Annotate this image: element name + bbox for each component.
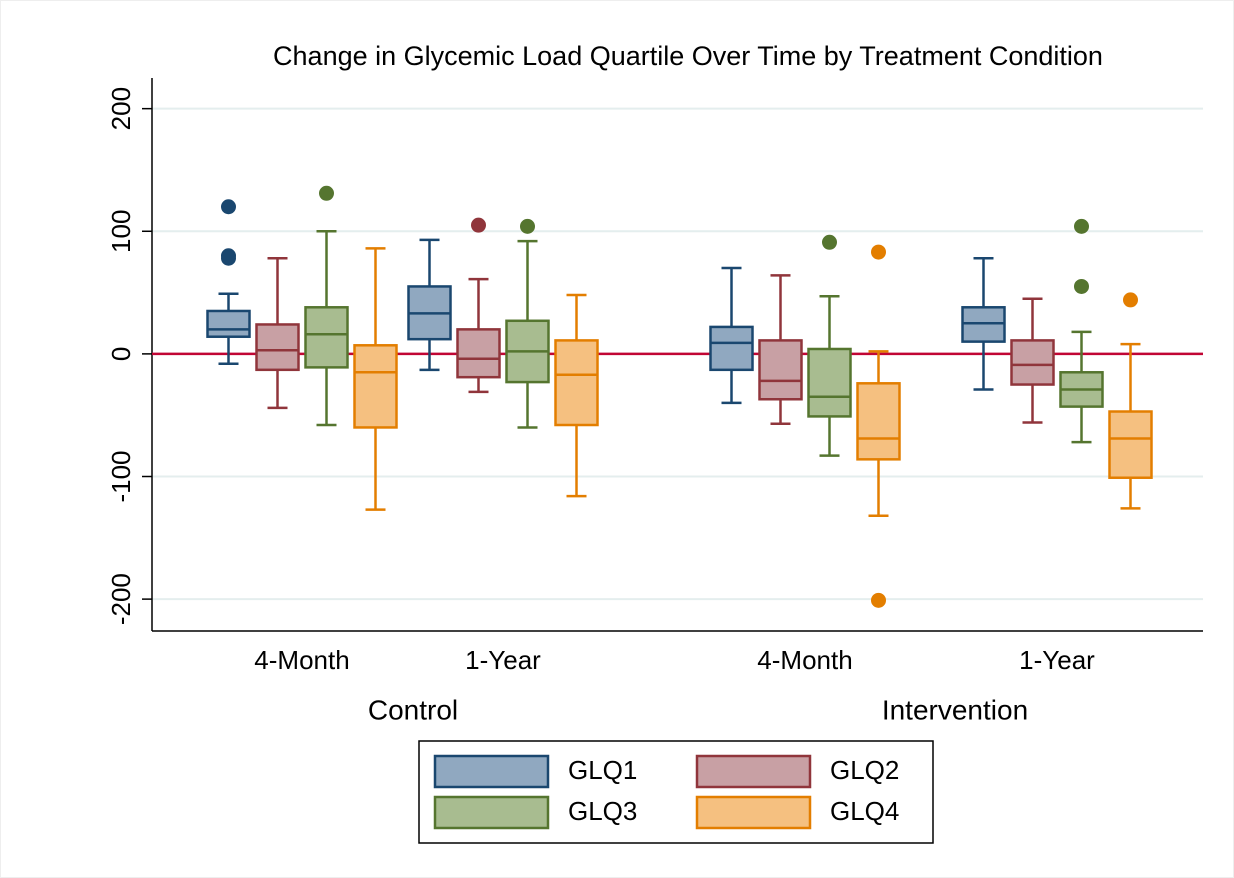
outlier [520,218,535,234]
box [206,309,251,338]
legend-label: GLQ4 [830,796,899,826]
outlier [871,592,886,608]
outlier [1074,218,1089,234]
outlier [1123,292,1138,308]
x-tick-label: 4-Month [254,645,349,675]
box [304,306,349,369]
box [255,323,300,372]
legend-label: GLQ3 [568,796,637,826]
box [758,339,803,401]
outlier [221,199,236,215]
outlier [822,234,837,250]
y-tick-label: 0 [106,347,136,361]
x-tick-label: 4-Month [757,645,852,675]
box [856,382,901,461]
box [807,347,852,418]
box [554,339,599,427]
chart-title: Change in Glycemic Load Quartile Over Ti… [273,41,1103,71]
outlier [871,244,886,260]
outlier [471,217,486,233]
box [1108,410,1153,479]
x-tick-label: 1-Year [1019,645,1095,675]
outlier [319,185,334,201]
box [456,328,501,379]
y-tick-label: -100 [106,450,136,502]
y-tick-label: 100 [106,210,136,253]
outlier [221,250,236,266]
legend-swatch [433,754,550,789]
legend-swatch [433,795,550,830]
legend-label: GLQ1 [568,755,637,785]
group-label: Intervention [882,694,1028,725]
y-tick-label: 200 [106,87,136,130]
y-tick-label: -200 [106,573,136,625]
legend-swatch [695,754,812,789]
box [709,325,754,372]
legend-label: GLQ2 [830,755,899,785]
box [353,344,398,429]
box [1010,339,1055,386]
group-label: Control [368,694,458,725]
legend-swatch [695,795,812,830]
outlier [1074,278,1089,294]
x-tick-label: 1-Year [465,645,541,675]
